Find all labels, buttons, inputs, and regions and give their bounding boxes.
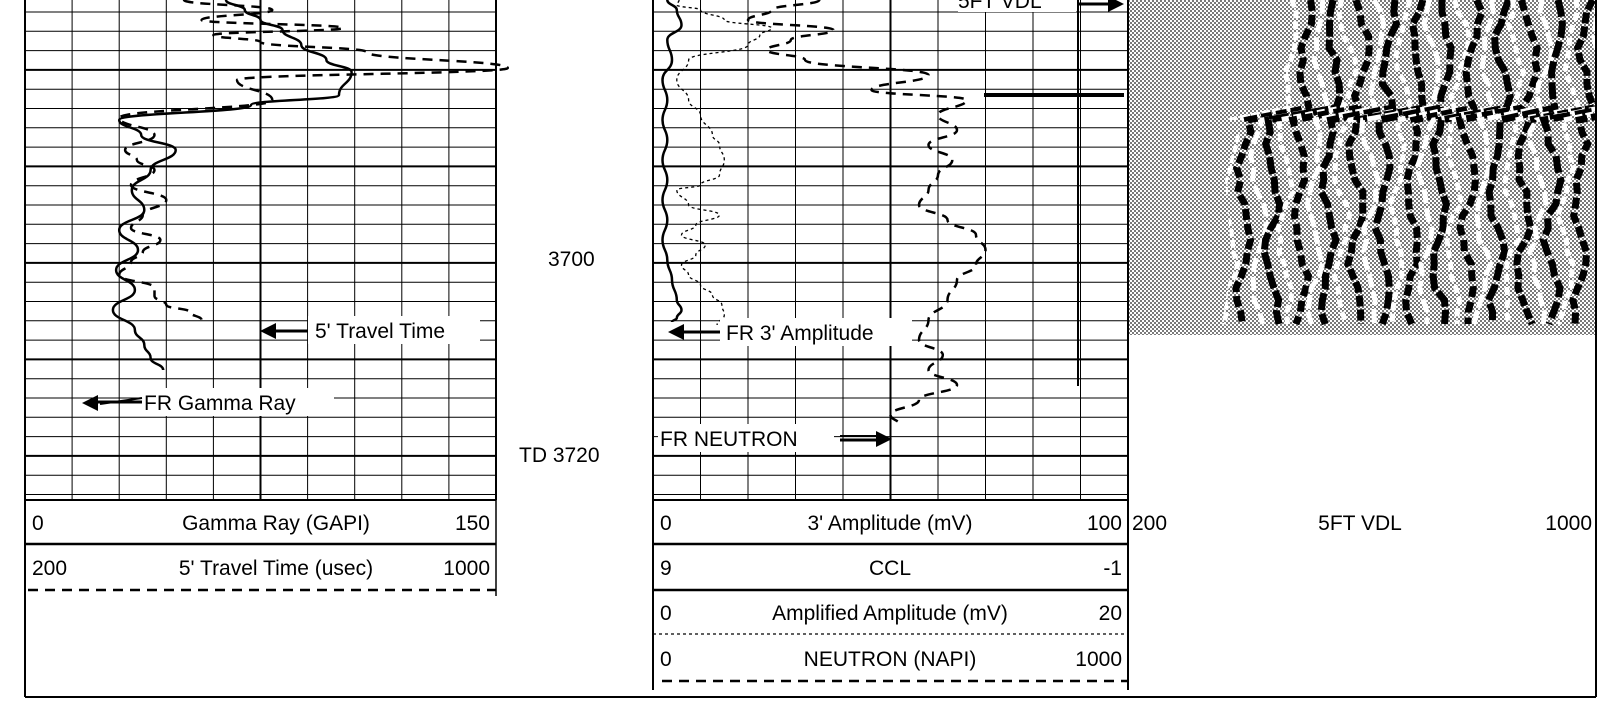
vdl-stripe [1538, 107, 1596, 326]
vdl-stripe [1513, 0, 1596, 326]
label-vdl: 5FT VDL [958, 0, 1042, 13]
gamma-ray-curve [111, 0, 353, 371]
vdl-stripe [1331, 0, 1414, 326]
header-vdl-left: 200 [1132, 512, 1167, 535]
vdl-stripe [1248, 0, 1332, 325]
label-gamma-ray: FR Gamma Ray [144, 392, 296, 415]
header-neu-right: 1000 [1075, 648, 1122, 671]
header-amp-left: 0 [660, 512, 672, 535]
vdl-stripe [1414, 0, 1497, 325]
neutron-curve [746, 0, 987, 426]
annotation-travel-time: 5' Travel Time [260, 316, 480, 344]
vdl-stripe [1444, 0, 1527, 325]
vdl-stripe [1502, 0, 1583, 325]
vdl-stripe [1288, 0, 1373, 326]
header-ccl-right: -1 [1103, 557, 1122, 580]
vdl-stripe [1554, 110, 1596, 325]
vdl-stripe [1387, 0, 1472, 325]
header-aamp-left: 0 [660, 602, 672, 625]
vdl-stripe [1304, 0, 1387, 325]
vdl-stripe [1275, 0, 1359, 325]
vdl-stripe [1359, 0, 1441, 325]
vdl-stripe [1455, 0, 1541, 325]
annotation-neutron: FR NEUTRON [658, 424, 892, 452]
frame [24, 0, 1597, 698]
label-travel-time: 5' Travel Time [315, 320, 445, 343]
vdl-stripe [1569, 112, 1596, 325]
header-gr-name: Gamma Ray (GAPI) [182, 512, 370, 535]
header-gr-left: 0 [32, 512, 44, 535]
track3-header: 200 5FT VDL 1000 [1132, 512, 1592, 535]
amplified-amplitude-curve [676, 0, 773, 326]
vdl-stripe [1317, 0, 1401, 326]
header-neu-left: 0 [660, 648, 672, 671]
header-aamp-name: Amplified Amplitude (mV) [772, 602, 1008, 625]
vdl-stripe [1371, 0, 1455, 326]
header-vdl-name: 5FT VDL [1318, 512, 1402, 535]
header-tt-name: 5' Travel Time (usec) [179, 557, 373, 580]
vdl-image [1128, 0, 1596, 335]
vdl-stripe [1260, 0, 1344, 325]
vdl-stripe [1219, 0, 1299, 325]
vdl-stripe [1232, 0, 1316, 325]
vdl-stripe [1471, 0, 1555, 325]
annotation-vdl: 5FT VDL [958, 0, 1124, 13]
header-ccl-left: 9 [660, 557, 672, 580]
vdl-stripe [1429, 0, 1514, 325]
header-tt-right: 1000 [443, 557, 490, 580]
track1-header: 0 Gamma Ray (GAPI) 150 200 5' Travel Tim… [25, 500, 497, 596]
header-neu-name: NEUTRON (NAPI) [804, 648, 977, 671]
header-tt-left: 200 [32, 557, 67, 580]
header-gr-right: 150 [455, 512, 490, 535]
depth-label-3700: 3700 [548, 248, 595, 271]
annotation-gamma-ray: FR Gamma Ray [82, 388, 334, 416]
travel-time-curve [117, 0, 510, 321]
header-vdl-right: 1000 [1545, 512, 1592, 535]
vdl-stripe [1526, 4, 1596, 325]
header-ccl-name: CCL [869, 557, 911, 580]
track1-curves [111, 0, 510, 371]
label-amplitude: FR 3' Amplitude [726, 322, 874, 345]
depth-label-td: TD 3720 [519, 444, 600, 467]
vdl-stripe [1344, 0, 1428, 325]
label-neutron: FR NEUTRON [660, 428, 798, 451]
vdl-blank-region [1128, 120, 1240, 335]
vdl-stripe [1402, 0, 1486, 326]
vdl-stripe [1484, 0, 1566, 325]
track2-header: 0 3' Amplitude (mV) 100 9 CCL -1 0 Ampli… [653, 512, 1128, 683]
annotation-amplitude: FR 3' Amplitude [668, 318, 912, 346]
track2-curves [661, 0, 987, 426]
track1-grid [25, 0, 496, 501]
header-amp-name: 3' Amplitude (mV) [807, 512, 972, 535]
header-aamp-right: 20 [1099, 602, 1122, 625]
amplitude-curve [661, 0, 683, 323]
header-amp-right: 100 [1087, 512, 1122, 535]
